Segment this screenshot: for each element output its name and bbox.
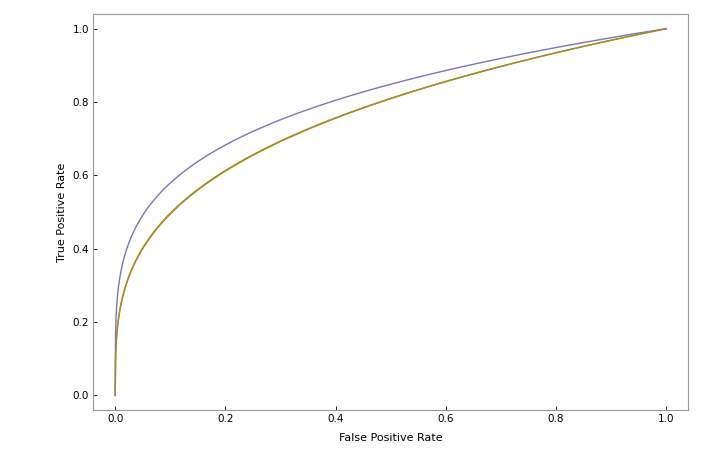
Apo Test (AUC 0.767) [662,26,670,31]
Line: Apo Test (AUC 0.767): Apo Test (AUC 0.767) [115,28,666,396]
Y-axis label: True Positive Rate: True Positive Rate [57,162,67,262]
Holo Test Set (AUC 0.780) [364,88,373,93]
Apo Test (AUC 0.767) [646,29,655,35]
Holo Test Set (AUC 0.780) [379,83,387,89]
Training Set (AUC 0.766) [662,26,670,31]
Apo Test (AUC 0.767) [139,244,148,250]
Training Set (AUC 0.766) [364,103,373,109]
X-axis label: False Positive Rate: False Positive Rate [339,432,442,443]
Training Set (AUC 0.766) [545,52,554,57]
Apo Test (AUC 0.767) [111,393,120,398]
Apo Test (AUC 0.767) [379,98,387,103]
Holo Test Set (AUC 0.780) [545,46,554,52]
Training Set (AUC 0.766) [379,98,387,104]
Holo Test Set (AUC 0.780) [111,393,120,398]
Training Set (AUC 0.766) [139,245,148,250]
Apo Test (AUC 0.767) [545,52,554,57]
Line: Holo Test Set (AUC 0.780): Holo Test Set (AUC 0.780) [115,28,666,396]
Line: Training Set (AUC 0.766): Training Set (AUC 0.766) [115,28,666,396]
Holo Test Set (AUC 0.780) [139,212,148,217]
Holo Test Set (AUC 0.780) [646,28,655,34]
Apo Test (AUC 0.767) [646,29,655,34]
Apo Test (AUC 0.767) [364,103,373,109]
Holo Test Set (AUC 0.780) [662,26,670,31]
Holo Test Set (AUC 0.780) [646,28,655,34]
Training Set (AUC 0.766) [646,29,655,35]
Training Set (AUC 0.766) [111,393,120,398]
Training Set (AUC 0.766) [646,29,655,35]
